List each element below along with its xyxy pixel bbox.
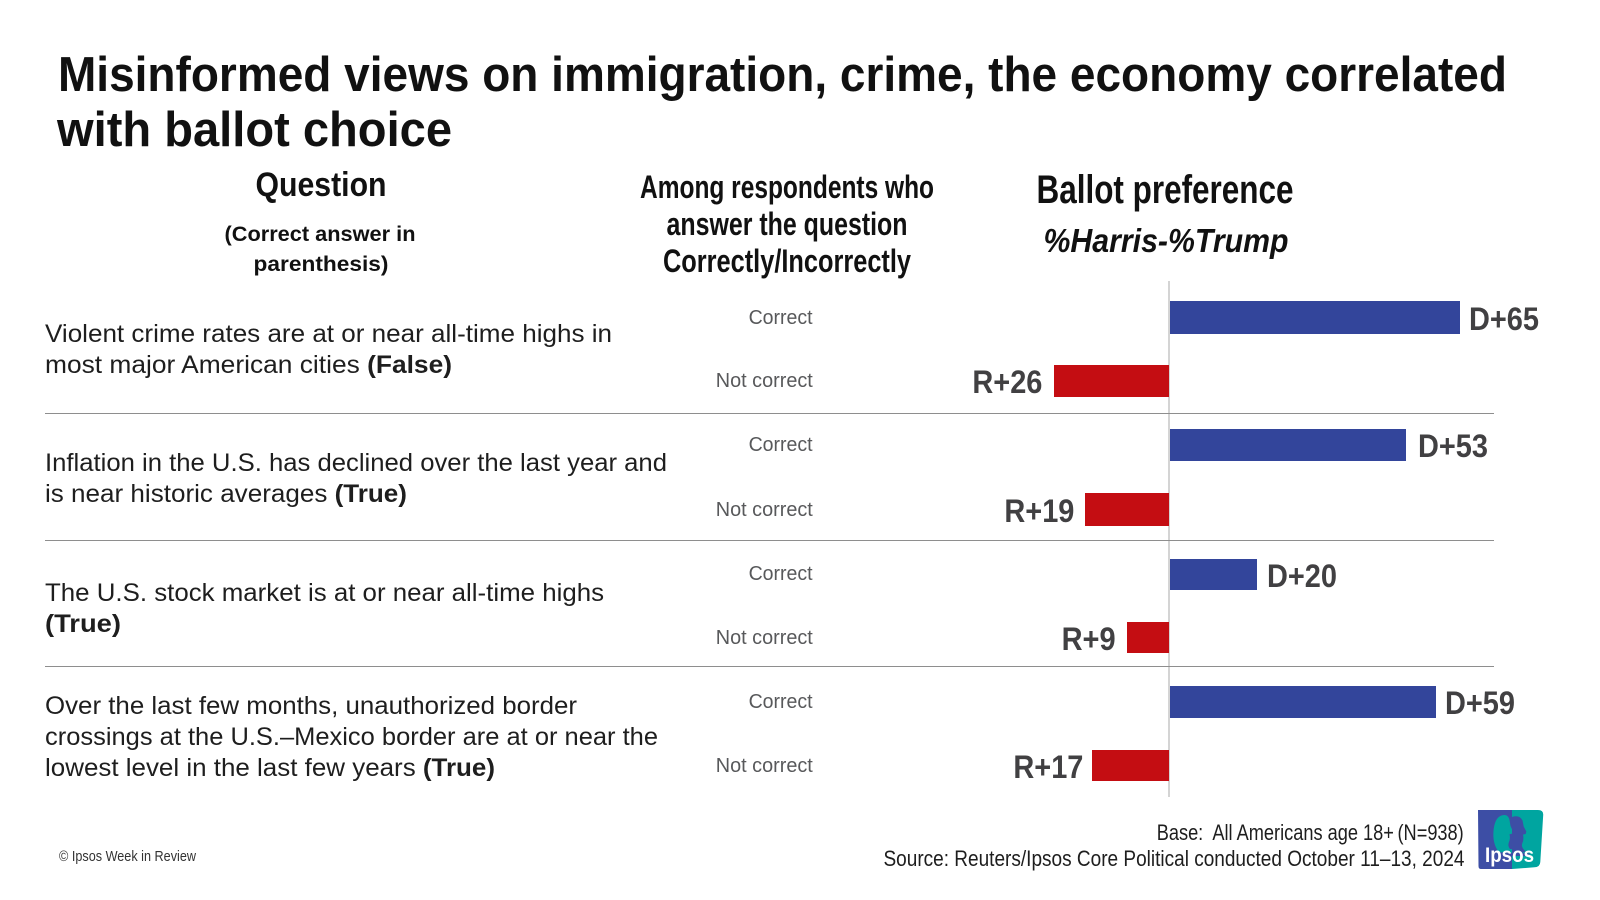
svg-text:Ipsos: Ipsos (1485, 843, 1534, 867)
